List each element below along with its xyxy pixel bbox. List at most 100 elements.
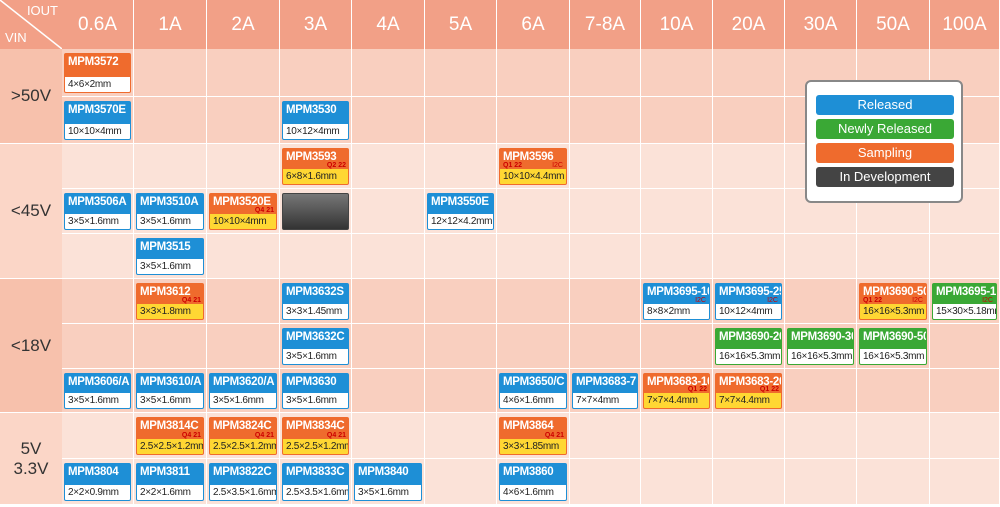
grid-cell — [570, 279, 641, 324]
vin-group-label: 5V 3.3V — [0, 413, 62, 504]
column-header-3: 3A — [280, 0, 351, 49]
part-chip[interactable]: MPM3695-25 10×12×4mm I2C — [715, 283, 782, 320]
grid-cell — [425, 49, 497, 97]
part-chip[interactable]: MPM3596 10×10×4.4mm Q1 22 I2C — [499, 148, 567, 185]
part-number: MPM3690-50D — [863, 286, 926, 298]
part-number: MPM3695-25 — [719, 286, 782, 298]
part-chip[interactable]: MPM3612 3×3×1.8mm Q4 21 — [136, 283, 204, 320]
grid-cell — [930, 459, 1000, 505]
part-chip[interactable]: MPM3690-20B 16×16×5.3mm — [715, 328, 782, 365]
grid-cell — [352, 144, 425, 189]
grid-cell — [570, 49, 641, 97]
part-chip[interactable]: MPM3650/C 4×6×1.6mm — [499, 373, 567, 409]
part-number: MPM3695-100 — [936, 286, 996, 298]
part-number: MPM3822C — [213, 466, 272, 478]
grid-cell — [425, 369, 497, 413]
grid-cell — [62, 324, 134, 369]
grid-cell — [713, 144, 785, 189]
part-chip[interactable]: MPM3610/A 3×5×1.6mm — [136, 373, 204, 409]
grid-cell — [713, 49, 785, 97]
part-chip[interactable]: MPM3811 2×2×1.6mm — [136, 463, 204, 501]
availability-quarter: Q4 21 — [544, 432, 564, 439]
grid-cell — [207, 279, 280, 324]
part-chip[interactable]: MPM3572 4×6×2mm — [64, 53, 131, 93]
part-number: MPM3695-10 — [647, 286, 710, 298]
part-chip[interactable]: MPM3606/A 3×5×1.6mm — [64, 373, 131, 409]
part-chip[interactable]: MPM3515 3×5×1.6mm — [136, 238, 204, 275]
package-size: 10×12×4mm — [283, 124, 348, 139]
grid-cell — [425, 279, 497, 324]
part-chip[interactable]: MPM3632C 3×5×1.6mm — [282, 328, 349, 365]
part-chip[interactable]: MPM3550E 12×12×4.2mm — [427, 193, 494, 230]
part-chip[interactable]: MPM3690-50B 16×16×5.3mm — [859, 328, 927, 365]
grid-cell — [570, 324, 641, 369]
grid-cell — [641, 97, 713, 144]
part-chip[interactable]: MPM3695-10 8×8×2mm I2C — [643, 283, 710, 320]
package-size: 3×3×1.85mm — [500, 439, 566, 454]
grid-cell — [570, 97, 641, 144]
part-number: MPM3515 — [140, 241, 191, 253]
i2c-badge: I2C — [552, 162, 563, 169]
grid-cell — [570, 459, 641, 505]
availability-quarter: Q1 22 — [863, 297, 883, 304]
part-chip[interactable]: MPM3824C 2.5×2.5×1.2mm Q4 21 — [209, 417, 277, 455]
part-chip[interactable]: MPM3860 4×6×1.6mm — [499, 463, 567, 501]
package-size: 15×30×5.18mm — [933, 304, 996, 319]
diagonal-divider-icon — [0, 0, 62, 49]
availability-quarter: Q2 22 — [326, 162, 346, 169]
grid-cell — [425, 324, 497, 369]
grid-cell — [857, 413, 930, 459]
part-chip[interactable]: MPM3593 6×8×1.6mm Q2 22 — [282, 148, 349, 185]
part-chip[interactable]: MPM3530 10×12×4mm — [282, 101, 349, 140]
column-header-6: 6A — [497, 0, 569, 49]
part-chip[interactable]: MPM3683-20 7×7×4.4mm Q1 22 — [715, 373, 782, 409]
grid-cell — [497, 324, 570, 369]
part-number: MPM3683-10 — [647, 376, 710, 388]
part-number: MPM3683-7 — [576, 376, 636, 388]
availability-quarter: Q1 22 — [687, 386, 707, 393]
part-chip[interactable]: MPM3683-10 7×7×4.4mm Q1 22 — [643, 373, 710, 409]
package-size: 8×8×2mm — [644, 304, 709, 319]
part-chip[interactable]: MPM3683-7 7×7×4mm — [572, 373, 638, 409]
part-chip[interactable]: MPM3570E 10×10×4mm — [64, 101, 131, 140]
part-chip[interactable]: MPM3632S 3×3×1.45mm — [282, 283, 349, 320]
part-chip[interactable]: MPM3804 2×2×0.9mm — [64, 463, 131, 501]
part-chip[interactable]: MPM3510A 3×5×1.6mm — [136, 193, 204, 230]
package-size: 2.5×3.5×1.6mm — [283, 485, 348, 500]
column-header-0: 0.6A — [62, 0, 133, 49]
part-chip[interactable]: MPM3822C 2.5×3.5×1.6mm — [209, 463, 277, 501]
part-chip[interactable]: MPM3506A 3×5×1.6mm — [64, 193, 131, 230]
part-number: MPM3860 — [503, 466, 554, 478]
part-chip[interactable]: MPM3864 3×3×1.85mm Q4 21 — [499, 417, 567, 455]
package-size: 3×5×1.6mm — [210, 393, 276, 408]
part-chip[interactable]: MPM3690-30B 16×16×5.3mm — [787, 328, 854, 365]
part-number: MPM3510A — [140, 196, 199, 208]
part-chip[interactable] — [282, 193, 349, 230]
grid-cell — [497, 189, 570, 234]
part-chip[interactable]: MPM3630 3×5×1.6mm — [282, 373, 349, 409]
column-header-2: 2A — [207, 0, 279, 49]
availability-quarter: Q4 21 — [254, 207, 274, 214]
part-chip[interactable]: MPM3520E 10×10×4mm Q4 21 — [209, 193, 277, 230]
legend-released: Released — [816, 95, 954, 115]
part-number: MPM3612 — [140, 286, 191, 298]
i2c-badge: I2C — [912, 297, 923, 304]
grid-cell — [785, 369, 857, 413]
vin-axis-label: VIN — [5, 30, 27, 45]
grid-cell — [785, 234, 857, 279]
part-number: MPM3814C — [140, 420, 199, 432]
part-chip[interactable]: MPM3620/A 3×5×1.6mm — [209, 373, 277, 409]
part-chip[interactable]: MPM3833C 2.5×3.5×1.6mm — [282, 463, 349, 501]
grid-cell — [713, 413, 785, 459]
grid-cell — [857, 234, 930, 279]
part-chip[interactable]: MPM3814C 2.5×2.5×1.2mm Q4 21 — [136, 417, 204, 455]
part-chip[interactable]: MPM3834C 2.5×2.5×1.2mm Q4 21 — [282, 417, 349, 455]
legend-in-development: In Development — [816, 167, 954, 187]
part-chip[interactable]: MPM3840 3×5×1.6mm — [354, 463, 422, 501]
grid-cell — [497, 97, 570, 144]
package-size: 2.5×3.5×1.6mm — [210, 485, 276, 500]
part-number: MPM3690-20B — [719, 331, 781, 343]
